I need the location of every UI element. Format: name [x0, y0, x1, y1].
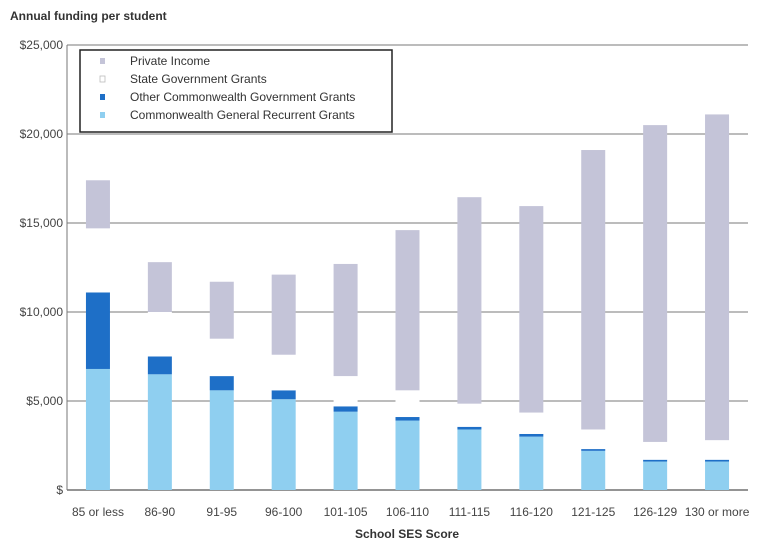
bar-segment [333, 263, 358, 377]
legend-label: State Government Grants [130, 72, 267, 86]
bar-segment [85, 228, 110, 293]
legend: Private Income State Government Grants Oth… [79, 49, 393, 133]
x-tick-label: 85 or less [72, 505, 124, 519]
bar-segment [643, 441, 668, 460]
y-tick-label: $10,000 [20, 305, 64, 319]
bar-segment [643, 125, 668, 442]
bar-segment [85, 368, 110, 490]
y-tick-label: $20,000 [20, 127, 64, 141]
bar-segment [457, 429, 482, 490]
bar-segment [581, 150, 606, 430]
grid-lines [66, 44, 748, 491]
bar-segment [581, 450, 606, 490]
bar-segment [581, 429, 606, 450]
x-tick-label: 111-115 [449, 505, 491, 519]
bar-segment [519, 412, 544, 434]
bar-segment [705, 114, 730, 441]
bar-segment [519, 433, 544, 437]
bar-segment [333, 406, 358, 412]
bar-segment [705, 459, 730, 462]
bar-segment [519, 206, 544, 413]
bar-segment [209, 338, 234, 377]
bar-segment [147, 312, 172, 357]
legend-label: Private Income [130, 54, 210, 68]
bar-segment [209, 281, 234, 339]
bar-segment [519, 436, 544, 490]
y-tick-label: $15,000 [20, 216, 64, 230]
bar-segment [271, 274, 296, 355]
bar-segment [209, 390, 234, 490]
bar-segment [643, 459, 668, 462]
legend-label: Other Commonwealth Government Grants [130, 90, 355, 104]
y-tick-label: $25,000 [20, 38, 64, 52]
x-tick-label: 126-129 [633, 505, 677, 519]
bar-segment [271, 354, 296, 391]
x-tick-label: 86-90 [145, 505, 176, 519]
bar-segment [333, 376, 358, 407]
bar-segment [457, 197, 482, 404]
bar-segment [395, 230, 420, 391]
x-tick-label: 130 or more [685, 505, 750, 519]
bar-segment [581, 449, 606, 451]
bar-segment [85, 292, 110, 369]
x-tick-label: 116-120 [510, 505, 553, 519]
bar-segment [643, 461, 668, 490]
legend-swatch [99, 75, 106, 83]
bar-segment [395, 420, 420, 490]
bar-segment [271, 399, 296, 490]
y-axis-ticks: $ $5,000 $10,000 $15,000 $20,000 $25,000 [20, 38, 64, 497]
bar-segment [457, 403, 482, 427]
legend-swatch [100, 94, 105, 100]
legend-swatch [100, 58, 105, 64]
bar-segment [705, 440, 730, 460]
bar-segment [705, 461, 730, 490]
bar-segment [147, 262, 172, 312]
x-tick-label: 101-105 [324, 505, 368, 519]
x-axis-title: School SES Score [355, 527, 459, 541]
y-tick-label: $5,000 [26, 394, 63, 408]
bar-segment [209, 376, 234, 391]
bar-segment [457, 426, 482, 430]
bar-segment [147, 356, 172, 375]
bar-segment [85, 180, 110, 229]
legend-label: Commonwealth General Recurrent Grants [130, 108, 355, 122]
x-tick-label: 96-100 [265, 505, 303, 519]
y-tick-label: $ [56, 483, 63, 497]
bar-segment [271, 390, 296, 400]
legend-box [79, 49, 393, 133]
x-axis-ticks: 85 or less 86-90 91-95 96-100 101-105 106-110… [72, 505, 750, 519]
chart-title: Annual funding per student [10, 9, 167, 23]
x-tick-label: 91-95 [206, 505, 237, 519]
x-tick-label: 106-110 [386, 505, 429, 519]
x-tick-label: 121-125 [571, 505, 615, 519]
bar-segment [147, 374, 172, 490]
legend-swatch [100, 112, 105, 118]
bar-segment [395, 390, 420, 418]
bars [85, 114, 730, 490]
bar-segment [333, 411, 358, 490]
bar-segment [395, 417, 420, 421]
